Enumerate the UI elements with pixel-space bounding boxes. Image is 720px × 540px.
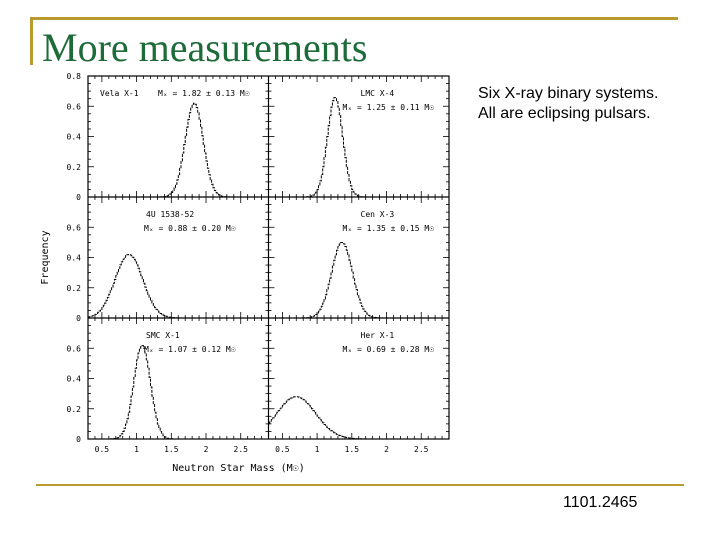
y-tick-label: 0.2 [67, 284, 82, 293]
x-tick-label: 0.5 [95, 445, 110, 454]
y-tick-label: 0 [76, 193, 81, 202]
panel-name-label: LMC X-4 [361, 89, 395, 98]
x-tick-label: 2.5 [234, 445, 249, 454]
y-tick-label: 0.4 [67, 254, 82, 263]
y-tick-label: 0.8 [67, 72, 82, 81]
x-tick-label: 1 [134, 445, 139, 454]
title-rule-vertical [30, 17, 33, 65]
y-tick-label: 0 [76, 435, 81, 444]
x-tick-label: 0.5 [275, 445, 290, 454]
y-axis-title: Frequency [40, 230, 51, 284]
panel-mass-label: Mₓ = 0.88 ± 0.20 M☉ [144, 224, 236, 233]
footer-rule [36, 484, 684, 486]
y-tick-label: 0.2 [67, 163, 82, 172]
distribution-curve [268, 97, 449, 198]
y-tick-label: 0 [76, 314, 81, 323]
arxiv-reference: 1101.2465 [563, 494, 638, 511]
panel-name-label: Vela X-1 [100, 89, 139, 98]
mass-distribution-chart: 0 0.2 0.4 0.6 0.8 0 0.2 0.4 0.6 0 0.2 0.4 0.6 0.5 1 1.5… [40, 72, 450, 474]
slide-title: More measurements [42, 25, 368, 70]
title-rule-horizontal [30, 17, 678, 20]
y-tick-label: 0.4 [67, 375, 82, 384]
panel-name-label: Cen X-3 [361, 210, 395, 219]
x-tick-label: 2.5 [414, 445, 429, 454]
description-line-2: All are eclipsing pulsars. [478, 105, 651, 122]
panel-name-label: Her X-1 [361, 331, 395, 340]
x-tick-label: 2 [384, 445, 389, 454]
y-tick-label: 0.6 [67, 344, 82, 353]
panel-name-label: SMC X-1 [146, 331, 180, 340]
y-tick-label: 0.6 [67, 102, 82, 111]
slide-description: Six X-ray binary systems. All are eclips… [478, 84, 708, 124]
x-axis-title: Neutron Star Mass (M☉) [172, 463, 304, 474]
y-tick-label: 0.2 [67, 405, 82, 414]
panel-mass-label: Mₓ = 1.07 ± 0.12 M☉ [144, 345, 236, 354]
x-tick-label: 1 [315, 445, 320, 454]
distribution-curve [88, 345, 269, 440]
panel-mass-label: Mₓ = 0.69 ± 0.28 M☉ [343, 345, 435, 354]
y-tick-label: 0.6 [67, 223, 82, 232]
distribution-curve [268, 396, 449, 440]
description-line-1: Six X-ray binary systems. [478, 85, 659, 102]
panel-mass-label: Mₓ = 1.35 ± 0.15 M☉ [343, 224, 435, 233]
distribution-curve [88, 254, 269, 319]
x-tick-label: 2 [204, 445, 209, 454]
distribution-curve [268, 242, 449, 319]
y-tick-label: 0.4 [67, 133, 82, 142]
x-tick-label: 1.5 [164, 445, 179, 454]
panel-mass-label: Mₓ = 1.82 ± 0.13 M☉ [158, 89, 250, 98]
panel-mass-label: Mₓ = 1.25 ± 0.11 M☉ [343, 103, 435, 112]
panel-name-label: 4U 1538-52 [146, 210, 194, 219]
distribution-curve [88, 102, 269, 198]
x-tick-label: 1.5 [345, 445, 360, 454]
